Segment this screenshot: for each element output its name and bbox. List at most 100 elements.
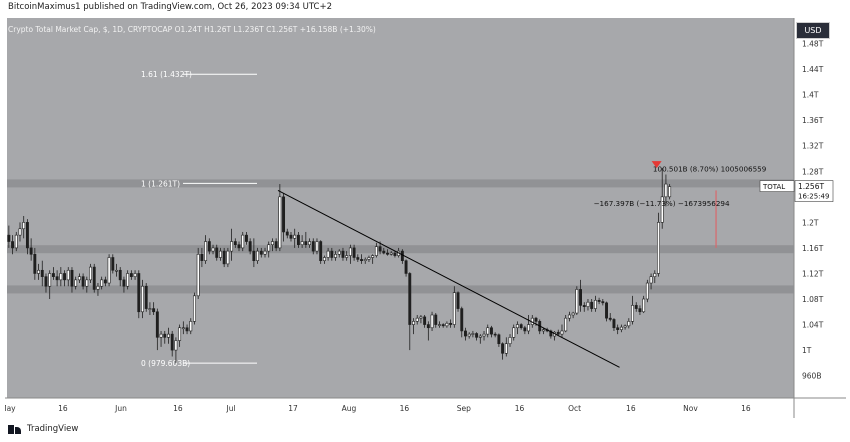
chart-frame[interactable]: 1.48T1.44T1.4T1.36T1.32T1.28T1.24T1.2T1.… bbox=[5, 16, 846, 418]
candle-body bbox=[319, 241, 323, 261]
candle-body bbox=[230, 241, 234, 252]
candle-body bbox=[363, 259, 367, 261]
candle-body bbox=[512, 327, 516, 338]
candle-body bbox=[219, 250, 222, 258]
fib-label: 1.61 (1.432T) bbox=[141, 70, 192, 79]
candle-body bbox=[649, 276, 653, 284]
candle-body bbox=[460, 308, 464, 332]
candle-body bbox=[107, 257, 111, 284]
candle-body bbox=[33, 254, 37, 274]
candle-body bbox=[44, 276, 48, 287]
candle-body bbox=[478, 335, 482, 338]
candle-body bbox=[59, 273, 63, 281]
candle-body bbox=[515, 324, 519, 329]
ohlc-change: +16.158B (+1.30%) bbox=[299, 25, 376, 34]
candle-body bbox=[527, 324, 531, 332]
x-tick-label: 17 bbox=[288, 404, 298, 413]
candle-body bbox=[189, 321, 193, 332]
candle-body bbox=[642, 298, 646, 313]
candle-body bbox=[341, 250, 345, 258]
y-tick-label: 1.04T bbox=[802, 321, 824, 330]
candle-body bbox=[263, 250, 267, 255]
gain-label: 100.501B (8.70%) 1005006559 bbox=[653, 164, 767, 173]
candle-body bbox=[185, 327, 189, 332]
y-tick-label: 1.08T bbox=[802, 295, 824, 304]
candle-body bbox=[48, 273, 52, 287]
candle-body bbox=[653, 273, 657, 277]
candle-body bbox=[560, 330, 564, 335]
candle-body bbox=[18, 228, 22, 236]
candle-body bbox=[244, 234, 248, 242]
candle-body bbox=[126, 273, 130, 287]
candle-body bbox=[111, 257, 115, 271]
candle-body bbox=[360, 259, 363, 261]
candle-body bbox=[356, 257, 360, 260]
candle-body bbox=[226, 250, 230, 265]
candle-body bbox=[163, 333, 167, 338]
candle-body bbox=[141, 285, 144, 313]
candle-body bbox=[100, 279, 104, 287]
candle-body bbox=[508, 337, 512, 345]
candle-body bbox=[605, 302, 608, 319]
candle-body bbox=[412, 321, 415, 325]
candle-body bbox=[322, 257, 326, 261]
candle-body bbox=[519, 324, 523, 329]
candle-body bbox=[133, 273, 137, 277]
symbol-line: Crypto Total Market Cap, $, 1D, CRYPTOCA… bbox=[8, 25, 173, 34]
candle-body bbox=[270, 241, 274, 246]
candle-body bbox=[289, 234, 293, 239]
candle-body bbox=[204, 241, 208, 261]
candle-body bbox=[374, 246, 378, 256]
ohlc-open: O1.24T bbox=[174, 25, 202, 34]
candle-body bbox=[616, 327, 620, 330]
candle-body bbox=[51, 273, 55, 277]
candle-body bbox=[148, 308, 152, 310]
candle-body bbox=[103, 279, 107, 284]
candle-body bbox=[608, 317, 612, 320]
candle-body bbox=[37, 269, 41, 274]
x-tick-label: 16 bbox=[400, 404, 410, 413]
candle-body bbox=[181, 327, 185, 330]
candle-body bbox=[467, 333, 471, 337]
candle-body bbox=[482, 333, 486, 337]
band-support-2 bbox=[7, 285, 794, 294]
candle-body bbox=[590, 301, 594, 309]
candle-body bbox=[207, 241, 211, 252]
candle-body bbox=[345, 255, 349, 258]
y-tick-label: 1.4T bbox=[802, 91, 819, 100]
candle-body bbox=[579, 289, 582, 306]
candle-body bbox=[170, 333, 174, 351]
candle-body bbox=[174, 340, 178, 351]
candle-body bbox=[586, 301, 590, 307]
candle-body bbox=[92, 266, 96, 290]
candle-body bbox=[241, 234, 245, 249]
candle-body bbox=[445, 322, 449, 327]
currency-button[interactable]: USD bbox=[796, 22, 830, 39]
candle-body bbox=[449, 322, 453, 325]
candle-body bbox=[282, 196, 286, 233]
candle-body bbox=[657, 222, 660, 274]
x-tick-label: Jul bbox=[226, 404, 236, 413]
candle-body bbox=[129, 273, 133, 277]
last-price-countdown: 16:25:49 bbox=[798, 193, 829, 201]
candle-body bbox=[22, 222, 26, 230]
candle-body bbox=[296, 234, 300, 246]
candle-body bbox=[631, 305, 634, 322]
ohlc-low: L1.236T bbox=[233, 25, 264, 34]
candle-body bbox=[308, 241, 312, 246]
symbol-tag bbox=[759, 180, 795, 192]
candle-body bbox=[419, 316, 423, 319]
candle-body bbox=[400, 250, 404, 261]
price-chart[interactable]: 1.48T1.44T1.4T1.36T1.32T1.28T1.24T1.2T1.… bbox=[5, 16, 846, 418]
candle-body bbox=[438, 324, 441, 326]
y-tick-label: 1.2T bbox=[802, 218, 819, 227]
candle-body bbox=[541, 329, 545, 332]
x-tick-label: 16 bbox=[58, 404, 68, 413]
candle-body bbox=[274, 241, 278, 249]
candle-body bbox=[434, 314, 438, 325]
x-tick-label: Jun bbox=[114, 404, 127, 413]
publisher-line: BitcoinMaximus1 published on TradingView… bbox=[8, 2, 332, 12]
down-arrow-icon bbox=[651, 161, 662, 169]
candle-body bbox=[497, 334, 501, 345]
candle-body bbox=[267, 244, 271, 252]
